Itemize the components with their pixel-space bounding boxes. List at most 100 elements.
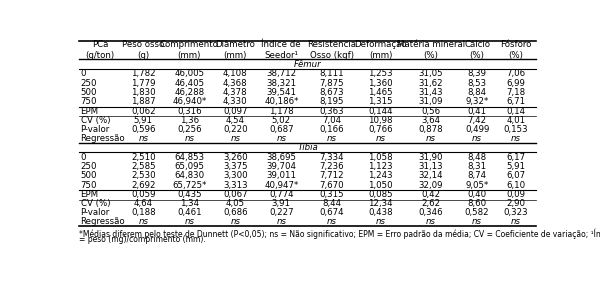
Text: 31,62: 31,62: [419, 79, 443, 88]
Text: 46,405: 46,405: [174, 79, 205, 88]
Text: 6,99: 6,99: [506, 79, 526, 88]
Text: 31,90: 31,90: [419, 152, 443, 162]
Text: 0,188: 0,188: [131, 208, 155, 217]
Text: ns: ns: [184, 134, 194, 143]
Text: 1,36: 1,36: [180, 116, 199, 125]
Text: 6,07: 6,07: [506, 171, 526, 180]
Text: ns: ns: [326, 134, 337, 143]
Text: = peso (mg)/comprimento (mm).: = peso (mg)/comprimento (mm).: [79, 235, 205, 244]
Text: 2,510: 2,510: [131, 152, 155, 162]
Text: 0,227: 0,227: [269, 208, 293, 217]
Text: 0,059: 0,059: [131, 190, 155, 199]
Text: 0,097: 0,097: [223, 107, 248, 116]
Text: P-valor: P-valor: [80, 125, 110, 134]
Text: 250: 250: [80, 162, 97, 171]
Text: ns: ns: [184, 217, 194, 226]
Text: 8,195: 8,195: [319, 97, 344, 107]
Text: 0,315: 0,315: [319, 190, 344, 199]
Text: ns: ns: [511, 134, 521, 143]
Text: 0,144: 0,144: [368, 107, 393, 116]
Text: 7,42: 7,42: [467, 116, 487, 125]
Text: 0,166: 0,166: [319, 125, 344, 134]
Text: 10,98: 10,98: [368, 116, 393, 125]
Text: 500: 500: [80, 88, 97, 97]
Text: ns: ns: [230, 217, 241, 226]
Text: 1,050: 1,050: [368, 181, 393, 190]
Text: 0,346: 0,346: [419, 208, 443, 217]
Text: 4,01: 4,01: [506, 116, 526, 125]
Text: 8,53: 8,53: [467, 79, 487, 88]
Text: 1,830: 1,830: [131, 88, 155, 97]
Text: 3,260: 3,260: [223, 152, 248, 162]
Text: 2,90: 2,90: [506, 200, 526, 208]
Text: ns: ns: [426, 217, 436, 226]
Text: 500: 500: [80, 171, 97, 180]
Text: 0,42: 0,42: [421, 190, 440, 199]
Text: ns: ns: [511, 217, 521, 226]
Text: 9,05*: 9,05*: [466, 181, 488, 190]
Text: 64,853: 64,853: [174, 152, 205, 162]
Text: 1,123: 1,123: [368, 162, 393, 171]
Text: ns: ns: [472, 134, 482, 143]
Text: Fósforo
(%): Fósforo (%): [500, 40, 532, 60]
Text: 0,56: 0,56: [421, 107, 440, 116]
Text: 46,940*: 46,940*: [172, 97, 206, 107]
Text: Regressão: Regressão: [80, 134, 125, 143]
Text: ns: ns: [426, 134, 436, 143]
Text: 250: 250: [80, 79, 97, 88]
Text: 3,64: 3,64: [421, 116, 440, 125]
Text: 8,48: 8,48: [467, 152, 487, 162]
Text: 0,499: 0,499: [465, 125, 489, 134]
Text: 0,220: 0,220: [223, 125, 248, 134]
Text: 7,712: 7,712: [319, 171, 344, 180]
Text: 32,09: 32,09: [419, 181, 443, 190]
Text: Diâmetro
(mm): Diâmetro (mm): [215, 40, 255, 60]
Text: ns: ns: [139, 134, 148, 143]
Text: 46,005: 46,005: [174, 69, 205, 78]
Text: 8,39: 8,39: [467, 69, 487, 78]
Text: 0,323: 0,323: [504, 208, 529, 217]
Text: 38,321: 38,321: [266, 79, 296, 88]
Text: 0,062: 0,062: [131, 107, 155, 116]
Text: Matéria mineral
(%): Matéria mineral (%): [397, 40, 465, 60]
Text: 39,011: 39,011: [266, 171, 296, 180]
Text: 7,06: 7,06: [506, 69, 526, 78]
Text: 0,09: 0,09: [506, 190, 526, 199]
Text: 6,17: 6,17: [506, 152, 526, 162]
Text: ns: ns: [376, 217, 385, 226]
Text: 8,111: 8,111: [319, 69, 344, 78]
Text: 0,40: 0,40: [467, 190, 487, 199]
Text: 3,300: 3,300: [223, 171, 248, 180]
Text: 0,461: 0,461: [177, 208, 202, 217]
Text: 0,596: 0,596: [131, 125, 155, 134]
Text: 1,779: 1,779: [131, 79, 155, 88]
Text: 0,438: 0,438: [368, 208, 393, 217]
Text: 4,64: 4,64: [134, 200, 153, 208]
Text: 7,875: 7,875: [319, 79, 344, 88]
Text: 1,178: 1,178: [269, 107, 293, 116]
Text: 65,725*: 65,725*: [172, 181, 206, 190]
Text: ns: ns: [276, 134, 286, 143]
Text: ns: ns: [376, 134, 385, 143]
Text: CV (%): CV (%): [80, 200, 110, 208]
Text: 1,782: 1,782: [131, 69, 155, 78]
Text: Índice de
Seedor¹: Índice de Seedor¹: [262, 40, 301, 60]
Text: P-valor: P-valor: [80, 208, 110, 217]
Text: Fêmur: Fêmur: [293, 60, 322, 69]
Text: 4,378: 4,378: [223, 88, 248, 97]
Text: 9,32*: 9,32*: [466, 97, 488, 107]
Text: 1,465: 1,465: [368, 88, 393, 97]
Text: Peso osso
(g): Peso osso (g): [122, 40, 164, 60]
Text: 3,375: 3,375: [223, 162, 248, 171]
Text: 31,09: 31,09: [419, 97, 443, 107]
Text: ns: ns: [139, 217, 148, 226]
Text: 0,674: 0,674: [319, 208, 344, 217]
Text: 7,334: 7,334: [319, 152, 344, 162]
Text: 0,067: 0,067: [223, 190, 248, 199]
Text: 0,14: 0,14: [506, 107, 526, 116]
Text: 1,315: 1,315: [368, 97, 393, 107]
Text: 0,256: 0,256: [177, 125, 202, 134]
Text: 0,878: 0,878: [419, 125, 443, 134]
Text: 8,60: 8,60: [467, 200, 487, 208]
Text: 5,91: 5,91: [134, 116, 153, 125]
